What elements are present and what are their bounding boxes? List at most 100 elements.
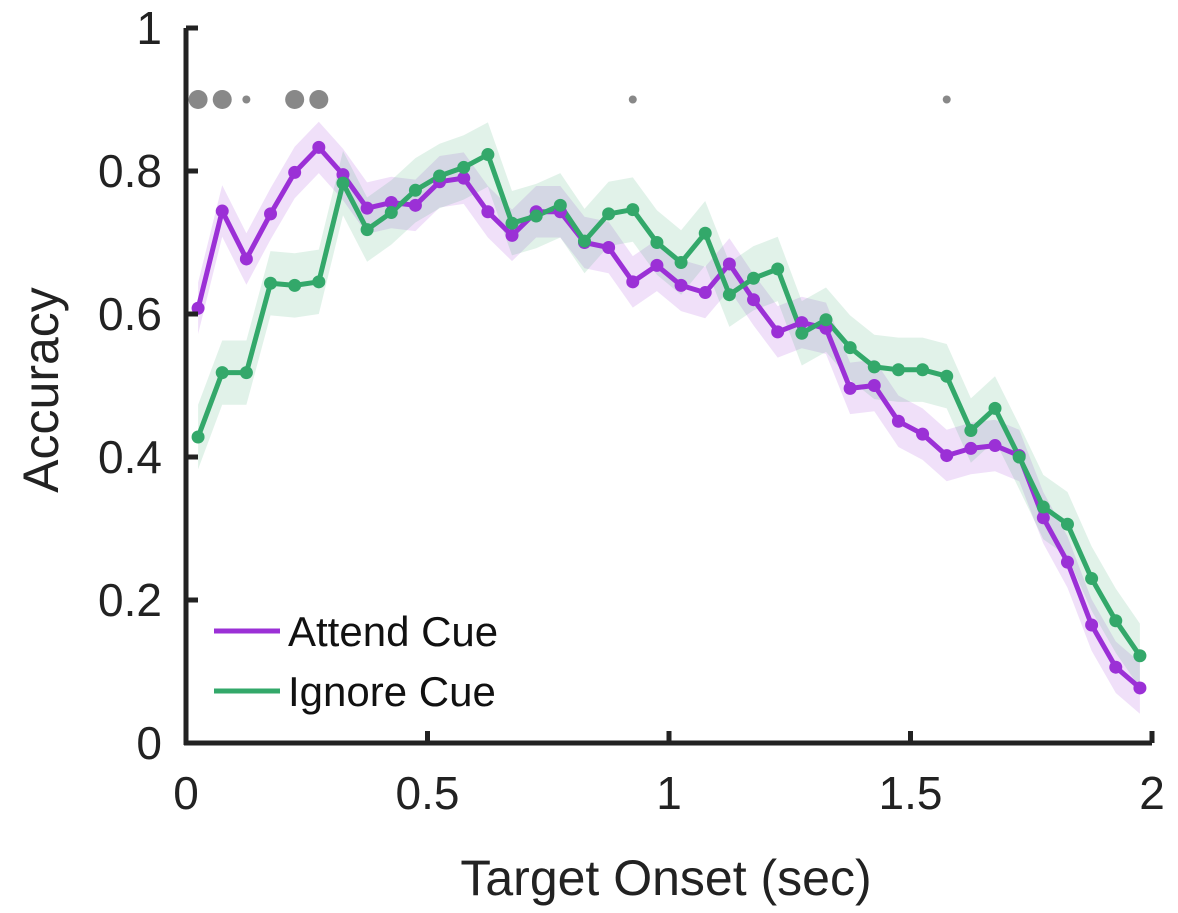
attend-cue-point (481, 205, 495, 219)
ignore-cue-legend-label: Ignore Cue (288, 668, 496, 715)
attend-cue-point (215, 204, 229, 218)
ignore-cue-point (674, 256, 688, 270)
ignore-cue-point (239, 366, 253, 380)
ignore-cue-point (795, 326, 809, 340)
attend-cue-point (505, 228, 519, 242)
ignore-cue-point (626, 203, 640, 217)
attend-cue-point (771, 325, 785, 339)
ignore-cue-point (360, 223, 374, 237)
ignore-cue-point (819, 313, 833, 327)
ignore-cue-point (1109, 614, 1123, 628)
x-tick-label: 1 (656, 767, 682, 819)
attend-cue-point (916, 427, 930, 441)
y-axis-title: Accuracy (13, 287, 69, 493)
ignore-cue-point (215, 366, 229, 380)
attend-cue-point (1109, 660, 1123, 674)
ignore-cue-point (602, 207, 616, 221)
x-axis-title: Target Onset (sec) (460, 850, 871, 906)
attend-cue-point (288, 165, 302, 179)
ignore-cue-point (191, 430, 205, 444)
y-tick-label: 0.6 (98, 288, 162, 340)
legend: Attend Cue Ignore Cue (214, 608, 498, 715)
ignore-cue-point (505, 216, 519, 230)
attend-cue-point (602, 241, 616, 255)
significance-marker (942, 95, 951, 104)
attend-cue-point (626, 275, 640, 289)
ignore-cue-point (940, 369, 954, 383)
attend-cue-point (1085, 618, 1099, 632)
significance-marker (188, 90, 208, 109)
significance-markers (188, 90, 951, 109)
ignore-cue-point (481, 148, 495, 162)
ignore-cue-point (988, 401, 1002, 415)
attend-cue-point (964, 441, 978, 455)
ignore-cue-point (1012, 450, 1026, 464)
ignore-cue-point (698, 226, 712, 240)
ignore-cue-point (1133, 649, 1147, 663)
ignore-cue-point (336, 176, 350, 190)
attend-cue-point (1060, 555, 1074, 569)
attend-cue-point (650, 258, 664, 272)
attend-cue-point (867, 379, 881, 392)
significance-marker (628, 95, 637, 104)
ignore-cue-point (747, 271, 761, 285)
significance-marker (242, 95, 251, 104)
attend-cue-point (264, 207, 278, 221)
ignore-cue-point (867, 360, 881, 374)
attend-cue-point (940, 449, 954, 463)
ignore-cue-point (650, 236, 664, 249)
attend-cue-point (722, 257, 736, 271)
attend-cue-point (1133, 681, 1147, 695)
y-tick-label: 0.4 (98, 431, 162, 483)
attend-cue-point (988, 439, 1002, 453)
attend-cue-point (360, 201, 374, 215)
attend-cue-point (384, 195, 398, 209)
ignore-cue-point (577, 234, 591, 248)
ignore-cue-point (916, 363, 930, 377)
ignore-cue-point (553, 198, 567, 212)
ignore-cue-point (264, 276, 278, 290)
x-tick-label: 0 (173, 767, 199, 819)
ignore-cue-point (891, 363, 905, 377)
x-tick-label: 2 (1139, 767, 1165, 819)
ignore-cue-point (964, 424, 978, 438)
attend-cue-point (312, 140, 326, 154)
x-axis-ticks: 0 0.5 1 1.5 2 (173, 731, 1165, 819)
ignore-cue-point (771, 262, 785, 276)
significance-marker (309, 90, 329, 109)
attend-cue-point (747, 293, 761, 307)
significance-marker (285, 90, 305, 109)
attend-cue-point (239, 252, 253, 266)
y-tick-label: 0.2 (98, 574, 162, 626)
attend-cue-point (1036, 511, 1050, 525)
significance-marker (212, 90, 232, 109)
ignore-cue-error-band (198, 122, 1140, 688)
attend-cue-point (795, 316, 809, 330)
y-tick-label: 0.8 (98, 145, 162, 197)
ignore-cue-point (457, 160, 471, 174)
attend-cue-line (195, 144, 1143, 691)
ignore-cue-point (288, 278, 302, 292)
ignore-cue-point (722, 288, 736, 302)
x-tick-label: 0.5 (396, 767, 460, 819)
ignore-cue-point (843, 341, 857, 355)
ignore-cue-point (433, 169, 447, 183)
attend-cue-point (408, 198, 422, 212)
series-lines (195, 144, 1143, 691)
y-axis-ticks: 0 0.2 0.4 0.6 0.8 1 (98, 2, 198, 769)
y-tick-label: 1 (136, 2, 162, 54)
y-tick-label: 0 (136, 717, 162, 769)
ignore-cue-point (529, 209, 543, 223)
attend-cue-point (843, 381, 857, 395)
ignore-cue-point (1085, 572, 1099, 586)
attend-cue-point (457, 171, 471, 185)
ignore-cue-line (195, 152, 1143, 659)
ignore-cue-point (312, 275, 326, 289)
attend-cue-legend-label: Attend Cue (288, 608, 498, 655)
ignore-cue-point (408, 183, 422, 197)
ignore-cue-point (1036, 500, 1050, 514)
attend-cue-point (891, 414, 905, 428)
x-tick-label: 1.5 (879, 767, 943, 819)
attend-cue-point (698, 286, 712, 300)
